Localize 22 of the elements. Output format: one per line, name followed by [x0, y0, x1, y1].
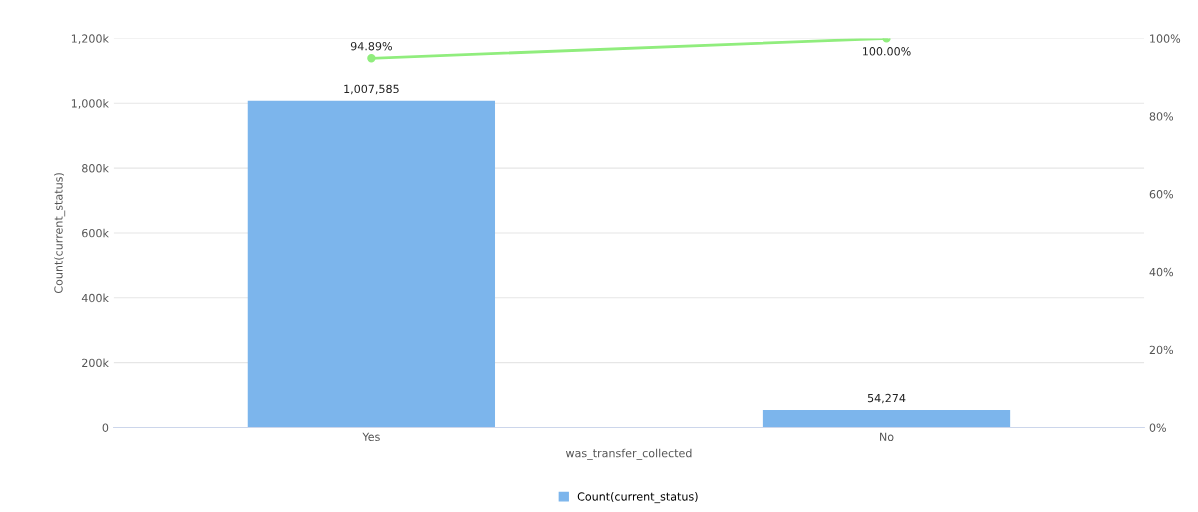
y2-tick-label: 0%: [1149, 423, 1166, 432]
y-tick-label: 400k: [81, 293, 109, 303]
x-tick-label: Yes: [362, 432, 380, 441]
data-label: 1,007,585: [344, 84, 399, 95]
x-tick-label: No: [880, 432, 894, 441]
y-tick-label: 1,000k: [71, 99, 109, 109]
data-label: 54,274: [867, 393, 906, 404]
y-axis-title: Count(current_status): [54, 173, 66, 294]
data-label: 94.89%: [350, 41, 392, 51]
y-tick-label: 200k: [82, 358, 109, 368]
y-tick-label: 0: [102, 423, 109, 432]
y2-tick-label: 20%: [1149, 345, 1174, 355]
legend-label: Count(current_status): [577, 492, 698, 504]
y2-tick-label: 60%: [1149, 190, 1174, 199]
data-label: 100.00%: [863, 47, 911, 56]
y-tick-label: 1,200k: [71, 34, 109, 44]
y-tick-label: 600k: [82, 228, 109, 238]
y2-tick-label: 40%: [1149, 267, 1174, 277]
x-axis-title: was_transfer_collected: [565, 448, 692, 460]
y2-tick-label: 80%: [1149, 112, 1174, 121]
y2-tick-label: 100%: [1150, 34, 1181, 43]
y-tick-label: 800k: [82, 163, 109, 173]
